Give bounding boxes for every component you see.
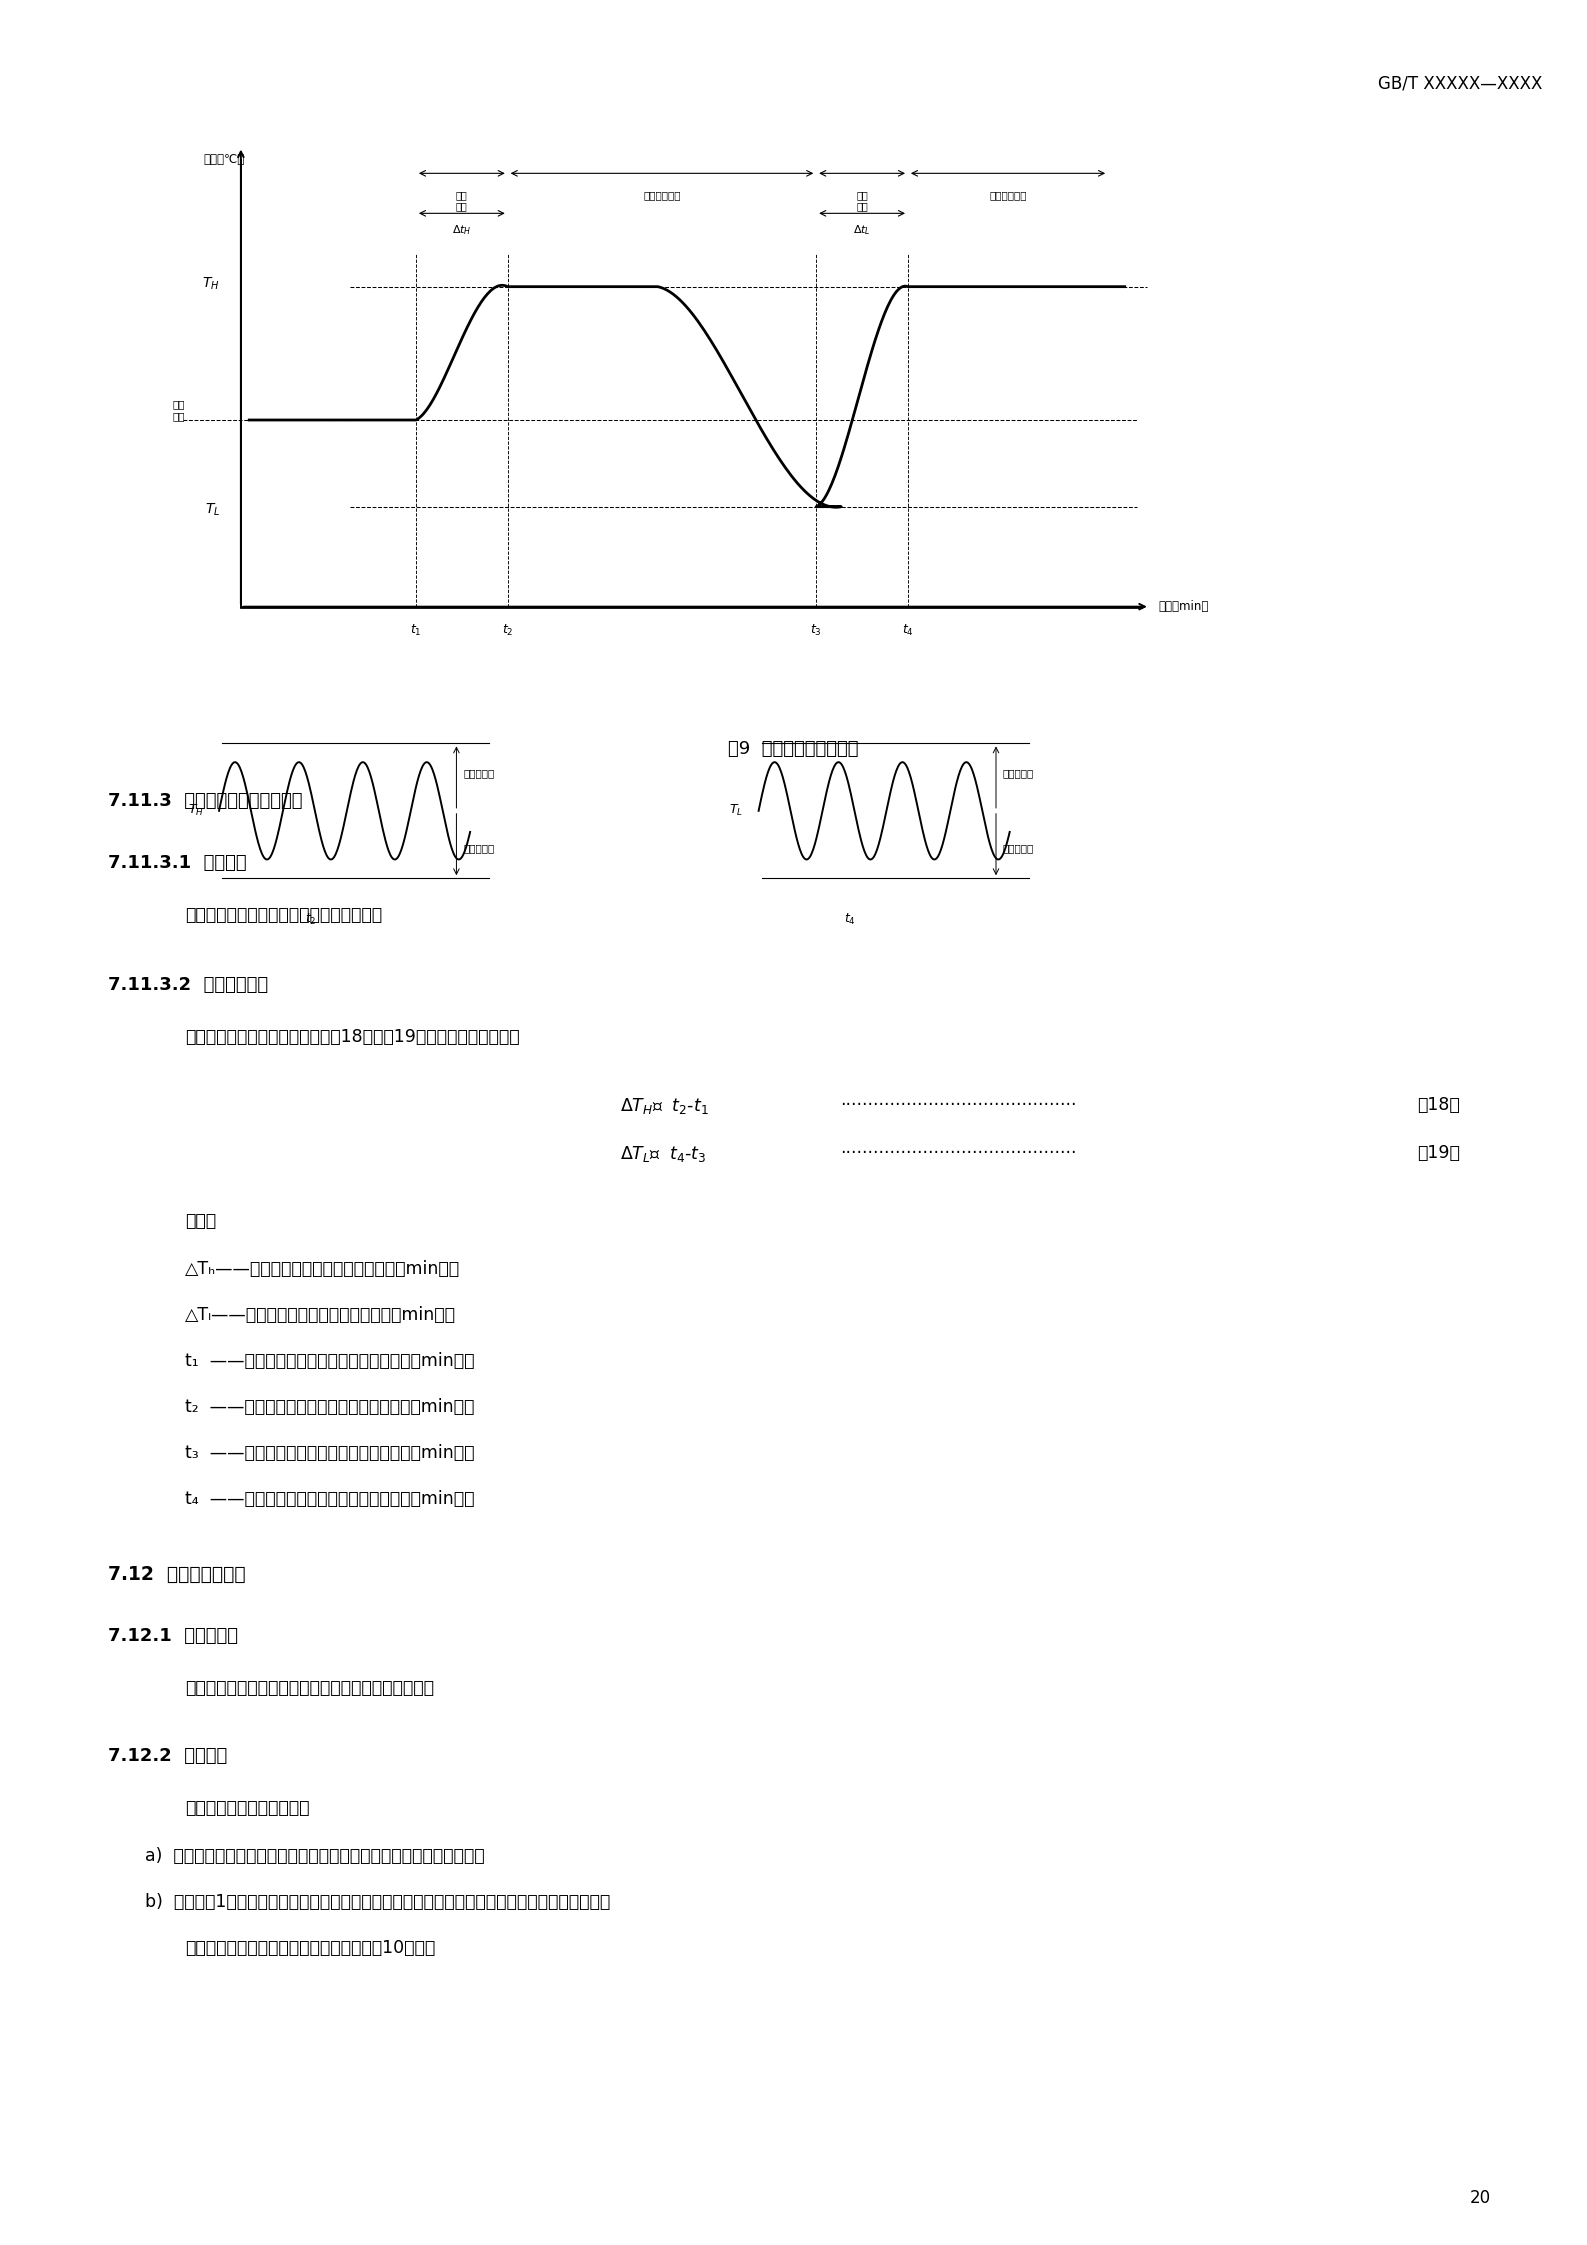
Text: 时间（min）: 时间（min） [1159, 599, 1208, 613]
Text: $t_1$: $t_1$ [409, 624, 422, 638]
Text: 低温暴露时间: 低温暴露时间 [989, 191, 1027, 200]
Text: 环温
暴露: 环温 暴露 [455, 191, 468, 211]
Text: 温度下偏差: 温度下偏差 [1003, 844, 1035, 853]
Text: 取经修正后的测量数据。按公式（18）、（19）计算温度恢夏时间：: 取经修正后的测量数据。按公式（18）、（19）计算温度恢夏时间： [186, 1028, 519, 1046]
Text: a)  温度过冲量检验与温度变化速率（或温度恢夏时间）检验同时进行；: a) 温度过冲量检验与温度变化速率（或温度恢夏时间）检验同时进行； [144, 1848, 484, 1866]
Text: 20: 20 [1470, 2189, 1490, 2207]
Text: 温度上偏差: 温度上偏差 [463, 768, 495, 779]
Text: b)  在试验符1升温（或高温恢夏）、降温（或低温恢夏）至设定温度的过程中，测量和记录测量点: b) 在试验符1升温（或高温恢夏）、降温（或低温恢夏）至设定温度的过程中，测量和… [144, 1893, 611, 1910]
Text: $t_4$: $t_4$ [844, 911, 855, 927]
Text: 高温暴露时间: 高温暴露时间 [643, 191, 681, 200]
Text: t₁  ——高温恢夏的开始的时间，单位为分钟（min）；: t₁ ——高温恢夏的开始的时间，单位为分钟（min）； [186, 1351, 475, 1369]
Text: 7.11.3.1  数据处理: 7.11.3.1 数据处理 [108, 853, 246, 871]
Text: 实际达到的最高温度值或最低温度值，见图10所示。: 实际达到的最高温度值或最低温度值，见图10所示。 [186, 1940, 435, 1958]
Text: 温度下偏差: 温度下偏差 [463, 844, 495, 853]
Text: 7.12.2  检验步骤: 7.12.2 检验步骤 [108, 1747, 227, 1765]
Text: $T_L$: $T_L$ [205, 503, 221, 519]
Text: 环温
暴露: 环温 暴露 [857, 191, 868, 211]
Text: t₂  ——高温恢夏的结束的时间，单位为分钟（min）；: t₂ ——高温恢夏的结束的时间，单位为分钟（min）； [186, 1399, 475, 1417]
Text: 7.11.3.2  温度恢夏时间: 7.11.3.2 温度恢夏时间 [108, 977, 268, 995]
Text: ···········································: ········································… [840, 1145, 1076, 1163]
Text: $T_L$: $T_L$ [728, 804, 743, 819]
Text: $t_2$: $t_2$ [501, 624, 514, 638]
Text: $\Delta T_L$＝  $t_4$-$t_3$: $\Delta T_L$＝ $t_4$-$t_3$ [621, 1145, 706, 1163]
Text: 式中：: 式中： [186, 1212, 216, 1230]
Text: t₄  ——低温恢夏的结束的时间，单位为分钟（min）。: t₄ ——低温恢夏的结束的时间，单位为分钟（min）。 [186, 1491, 475, 1509]
Text: （19）: （19） [1417, 1145, 1460, 1163]
Text: $t_2$: $t_2$ [305, 911, 316, 927]
Text: ···········································: ········································… [840, 1096, 1076, 1114]
Text: 图9  三温区温度恢夏时间: 图9 三温区温度恢夏时间 [728, 741, 859, 759]
Text: t₃  ——低温恢夏的开始的时间，单位为分钟（min）；: t₃ ——低温恢夏的开始的时间，单位为分钟（min）； [186, 1444, 475, 1461]
Text: 环境
温度: 环境 温度 [171, 400, 184, 420]
Text: $T_H$: $T_H$ [189, 804, 205, 819]
Text: △Tₗ——低温温度恢夏时间，单位为分钟（min）；: △Tₗ——低温温度恢夏时间，单位为分钟（min）； [186, 1307, 455, 1325]
Text: $T_H$: $T_H$ [203, 276, 221, 292]
Text: $t_3$: $t_3$ [811, 624, 822, 638]
Text: （18）: （18） [1417, 1096, 1460, 1114]
Text: 温度上偏差: 温度上偏差 [1003, 768, 1035, 779]
Text: GB/T XXXXX—XXXX: GB/T XXXXX—XXXX [1378, 74, 1543, 92]
Text: $t_4$: $t_4$ [901, 624, 914, 638]
Text: 测量点位置与温度变化速率、温度恢夏时间位置一致。: 测量点位置与温度变化速率、温度恢夏时间位置一致。 [186, 1679, 433, 1697]
Text: $\Delta t_L$: $\Delta t_L$ [854, 222, 871, 238]
Text: 7.12  温度过冲量检验: 7.12 温度过冲量检验 [108, 1565, 246, 1585]
Text: △Tₕ——高温温度恢夏时间，单位为分钟（min）；: △Tₕ——高温温度恢夏时间，单位为分钟（min）； [186, 1259, 460, 1277]
Text: 7.12.1  测量点位置: 7.12.1 测量点位置 [108, 1628, 238, 1646]
Text: 将测得的温度值按测量系统的修正值修正。: 将测得的温度值按测量系统的修正值修正。 [186, 907, 382, 925]
Text: 7.11.3  数据处理及计算检验结果: 7.11.3 数据处理及计算检验结果 [108, 792, 303, 810]
Text: 温度过冲量检验步骤如下：: 温度过冲量检验步骤如下： [186, 1798, 309, 1816]
Text: 温度（℃）: 温度（℃） [203, 153, 244, 166]
Text: $\Delta T_H$＝  $t_2$-$t_1$: $\Delta T_H$＝ $t_2$-$t_1$ [621, 1096, 709, 1116]
Text: $\Delta t_H$: $\Delta t_H$ [452, 222, 471, 238]
